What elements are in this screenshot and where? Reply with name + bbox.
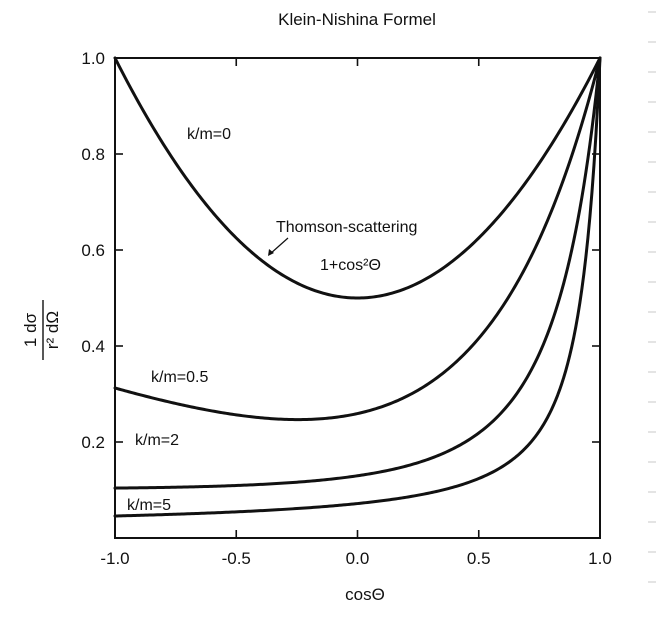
series-line-3 <box>113 56 602 518</box>
series-label-k05: k/m=0.5 <box>151 369 208 386</box>
x-tick-label: -1.0 <box>100 549 129 568</box>
series-label-k2: k/m=2 <box>135 432 179 449</box>
y-tick-label: 0.8 <box>81 145 105 164</box>
x-axis-title: cosΘ <box>345 585 385 604</box>
x-tick-label: 0.0 <box>346 549 370 568</box>
x-tick-label: 1.0 <box>588 549 612 568</box>
curves <box>113 56 602 518</box>
x-tick-label: -0.5 <box>222 549 251 568</box>
formula-annotation: 1+cos²Θ <box>320 257 381 274</box>
y-tick-label: 0.2 <box>81 433 105 452</box>
klein-nishina-chart: Klein-Nishina Formel 1 dσ r² dΩ cosΘ -1.… <box>21 10 612 604</box>
series-line-0 <box>113 56 602 300</box>
y-tick-label: 1.0 <box>81 49 105 68</box>
thomson-arrow-head <box>268 249 274 256</box>
plot-frame <box>114 57 601 539</box>
series-label-k5: k/m=5 <box>127 497 171 514</box>
axis-ticks: -1.0 -0.5 0.0 0.5 1.0 0.2 0.4 0.6 0.8 1.0 <box>81 49 611 568</box>
y-axis-title-denominator: r² dΩ <box>43 311 62 349</box>
series-line-2 <box>113 56 602 490</box>
y-tick-label: 0.4 <box>81 337 105 356</box>
thomson-arrow-line <box>269 237 289 255</box>
y-axis-title: 1 dσ r² dΩ <box>21 300 62 360</box>
thomson-annotation: Thomson-scattering <box>276 219 417 236</box>
series-label-k0: k/m=0 <box>187 126 231 143</box>
chart-title: Klein-Nishina Formel <box>278 10 436 29</box>
y-axis-title-numerator: 1 dσ <box>21 312 40 347</box>
y-tick-label: 0.6 <box>81 241 105 260</box>
page-edge-guides <box>646 0 656 613</box>
x-tick-label: 0.5 <box>467 549 491 568</box>
series-line-1 <box>113 56 602 422</box>
